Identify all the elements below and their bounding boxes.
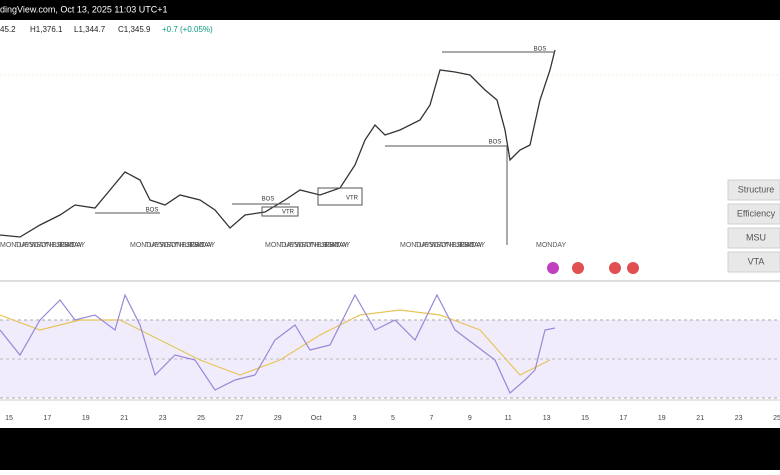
bos-label: BOS	[534, 47, 547, 53]
panel-button-label[interactable]: MSU	[746, 232, 766, 242]
time-axis-label: 9	[468, 415, 472, 422]
time-axis-label: 23	[159, 415, 167, 422]
bottom-bar	[0, 428, 780, 470]
day-label: TUESDAY	[145, 242, 178, 249]
day-label: THURSDAY	[445, 242, 483, 249]
bos-label: BOS	[146, 208, 159, 214]
panel-button[interactable]	[727, 203, 780, 225]
panel-button[interactable]	[727, 251, 780, 273]
panel-button-label[interactable]: Efficiency	[737, 208, 776, 218]
time-axis-label: 29	[274, 415, 282, 422]
day-label: MONDAY	[130, 242, 161, 249]
day-label: WEDNESDAY	[160, 242, 205, 249]
day-label: WEDNESDAY	[30, 242, 75, 249]
time-axis-label: 15	[581, 415, 589, 422]
time-axis-label: 11	[505, 415, 512, 422]
day-label: WEDNESDAY	[430, 242, 475, 249]
header-source: dingView.com, Oct 13, 2025 11:03 UTC+1	[0, 4, 168, 14]
rsi-line	[0, 293, 556, 394]
rsi-ma	[0, 309, 551, 376]
time-axis-label: 13	[543, 415, 551, 422]
structure-lines	[95, 51, 555, 245]
time-axis-label: 25	[773, 415, 780, 422]
event-icon[interactable]	[547, 262, 559, 274]
time-axis-label: 21	[120, 415, 128, 422]
day-label: FRIDAY	[460, 242, 485, 249]
time-axis-label: 23	[735, 415, 743, 422]
day-label: TUESDAY	[15, 242, 48, 249]
ohlc-value: H1,376.1	[30, 25, 63, 34]
day-label: FRIDAY	[325, 242, 350, 249]
time-axis-label: 17	[620, 415, 628, 422]
ohlc-value: L1,344.7	[74, 25, 106, 34]
panel-button-label[interactable]: Structure	[738, 184, 775, 194]
bos-label: BOS	[489, 140, 502, 146]
price-path	[0, 49, 556, 238]
day-label: TUESDAY	[415, 242, 448, 249]
day-label: MONDAY	[536, 242, 567, 249]
day-label: THURSDAY	[175, 242, 213, 249]
day-label: WEDNESDAY	[295, 242, 340, 249]
time-axis-label: 15	[5, 415, 13, 422]
vtr-label: VTR	[346, 196, 359, 202]
time-axis-label: 17	[44, 415, 52, 422]
day-label: THURSDAY	[310, 242, 348, 249]
ohlc-value: C1,345.9	[118, 25, 151, 34]
day-label: FRIDAY	[190, 242, 215, 249]
ohlc-value: +0.7 (+0.05%)	[162, 25, 213, 34]
time-axis-label: 5	[391, 415, 395, 422]
panel-button[interactable]	[727, 227, 780, 249]
day-label: MONDAY	[400, 242, 431, 249]
day-label: MONDAY	[0, 242, 31, 249]
time-axis-label: 25	[197, 415, 205, 422]
time-axis-label: 3	[353, 415, 357, 422]
panel-button-label[interactable]: VTA	[748, 256, 765, 266]
time-axis-label: 7	[429, 415, 433, 422]
time-axis-label: Oct	[311, 415, 322, 422]
event-icon[interactable]	[609, 262, 621, 274]
day-label: MONDAY	[265, 242, 296, 249]
day-label: THURSDAY	[45, 242, 83, 249]
time-axis-label: 27	[236, 415, 244, 422]
panel-button[interactable]	[727, 179, 780, 201]
vtr-box	[317, 187, 363, 206]
day-label: FRIDAY	[60, 242, 85, 249]
vtr-box	[261, 206, 299, 217]
vtr-label: VTR	[282, 210, 295, 216]
top-bar	[0, 0, 780, 20]
event-icon[interactable]	[627, 262, 639, 274]
time-axis-label: 19	[82, 415, 90, 422]
event-icons	[547, 262, 639, 274]
ohlc-value: 45.2	[0, 25, 16, 34]
time-axis-label: 19	[658, 415, 666, 422]
bos-label: BOS	[262, 197, 275, 203]
day-label: TUESDAY	[280, 242, 313, 249]
time-axis-label: 21	[696, 415, 704, 422]
event-icon[interactable]	[572, 262, 584, 274]
